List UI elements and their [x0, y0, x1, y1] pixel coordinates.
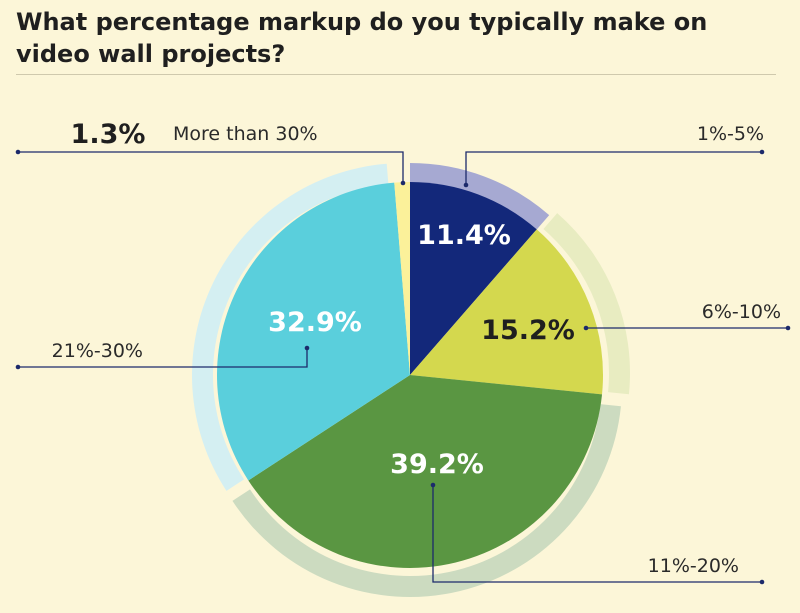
leader-dot-1pct-5pct-start [759, 149, 765, 155]
pie-slice-1pct-5pct [410, 182, 537, 375]
category-label-21pct-30pct: 21%-30% [52, 340, 143, 362]
chart-title: What percentage markup do you typically … [16, 8, 708, 68]
leader-dot-more-than-30pct-end [400, 180, 406, 186]
leader-dot-11pct-20pct-start [430, 482, 436, 488]
leader-line-21pct-30pct [18, 348, 308, 368]
category-label-1pct-5pct: 1%-5% [697, 123, 764, 145]
value-label-11pct-20pct: 39.2% [390, 449, 484, 480]
value-label-1pct-5pct: 11.4% [417, 220, 511, 251]
pie-slice-6pct-10pct [410, 229, 604, 395]
pie-slices [217, 182, 604, 568]
value-label-more-than-30pct: 1.3% [71, 119, 146, 150]
leader-dot-more-than-30pct-start [15, 149, 21, 155]
leader-dot-11pct-20pct-end [759, 579, 765, 585]
leader-line-1pct-5pct [465, 151, 762, 185]
leader-lines [15, 149, 791, 585]
pie-ring-6pct-10pct [543, 213, 631, 395]
title-divider [16, 74, 776, 75]
chart-labels: 11.4% 15.2% 39.2% 32.9% 1.3% 1%-5% 6%-10% 11%-2… [52, 119, 781, 577]
pie-slice-21pct-30pct [217, 182, 410, 481]
category-label-6pct-10pct: 6%-10% [702, 301, 781, 323]
leader-dot-6pct-10pct-end [785, 325, 791, 331]
leader-line-11pct-20pct [432, 485, 762, 583]
pie-slice-11pct-20pct [248, 375, 603, 568]
leader-dot-21pct-30pct-end [304, 345, 310, 351]
pie-ring-21pct-30pct [191, 163, 389, 491]
pie-slice-more-than-30pct [394, 182, 410, 375]
leader-line-more-than-30pct [18, 151, 404, 183]
value-label-6pct-10pct: 15.2% [481, 315, 575, 346]
leader-dot-1pct-5pct-end [463, 182, 469, 188]
category-label-11pct-20pct: 11%-20% [648, 555, 739, 577]
pie-ring-11pct-20pct [232, 404, 621, 597]
leader-dot-21pct-30pct-start [15, 364, 21, 370]
category-label-more-than-30pct: More than 30% [173, 123, 318, 145]
leader-dot-6pct-10pct-start [583, 325, 589, 331]
value-label-21pct-30pct: 32.9% [268, 307, 362, 338]
